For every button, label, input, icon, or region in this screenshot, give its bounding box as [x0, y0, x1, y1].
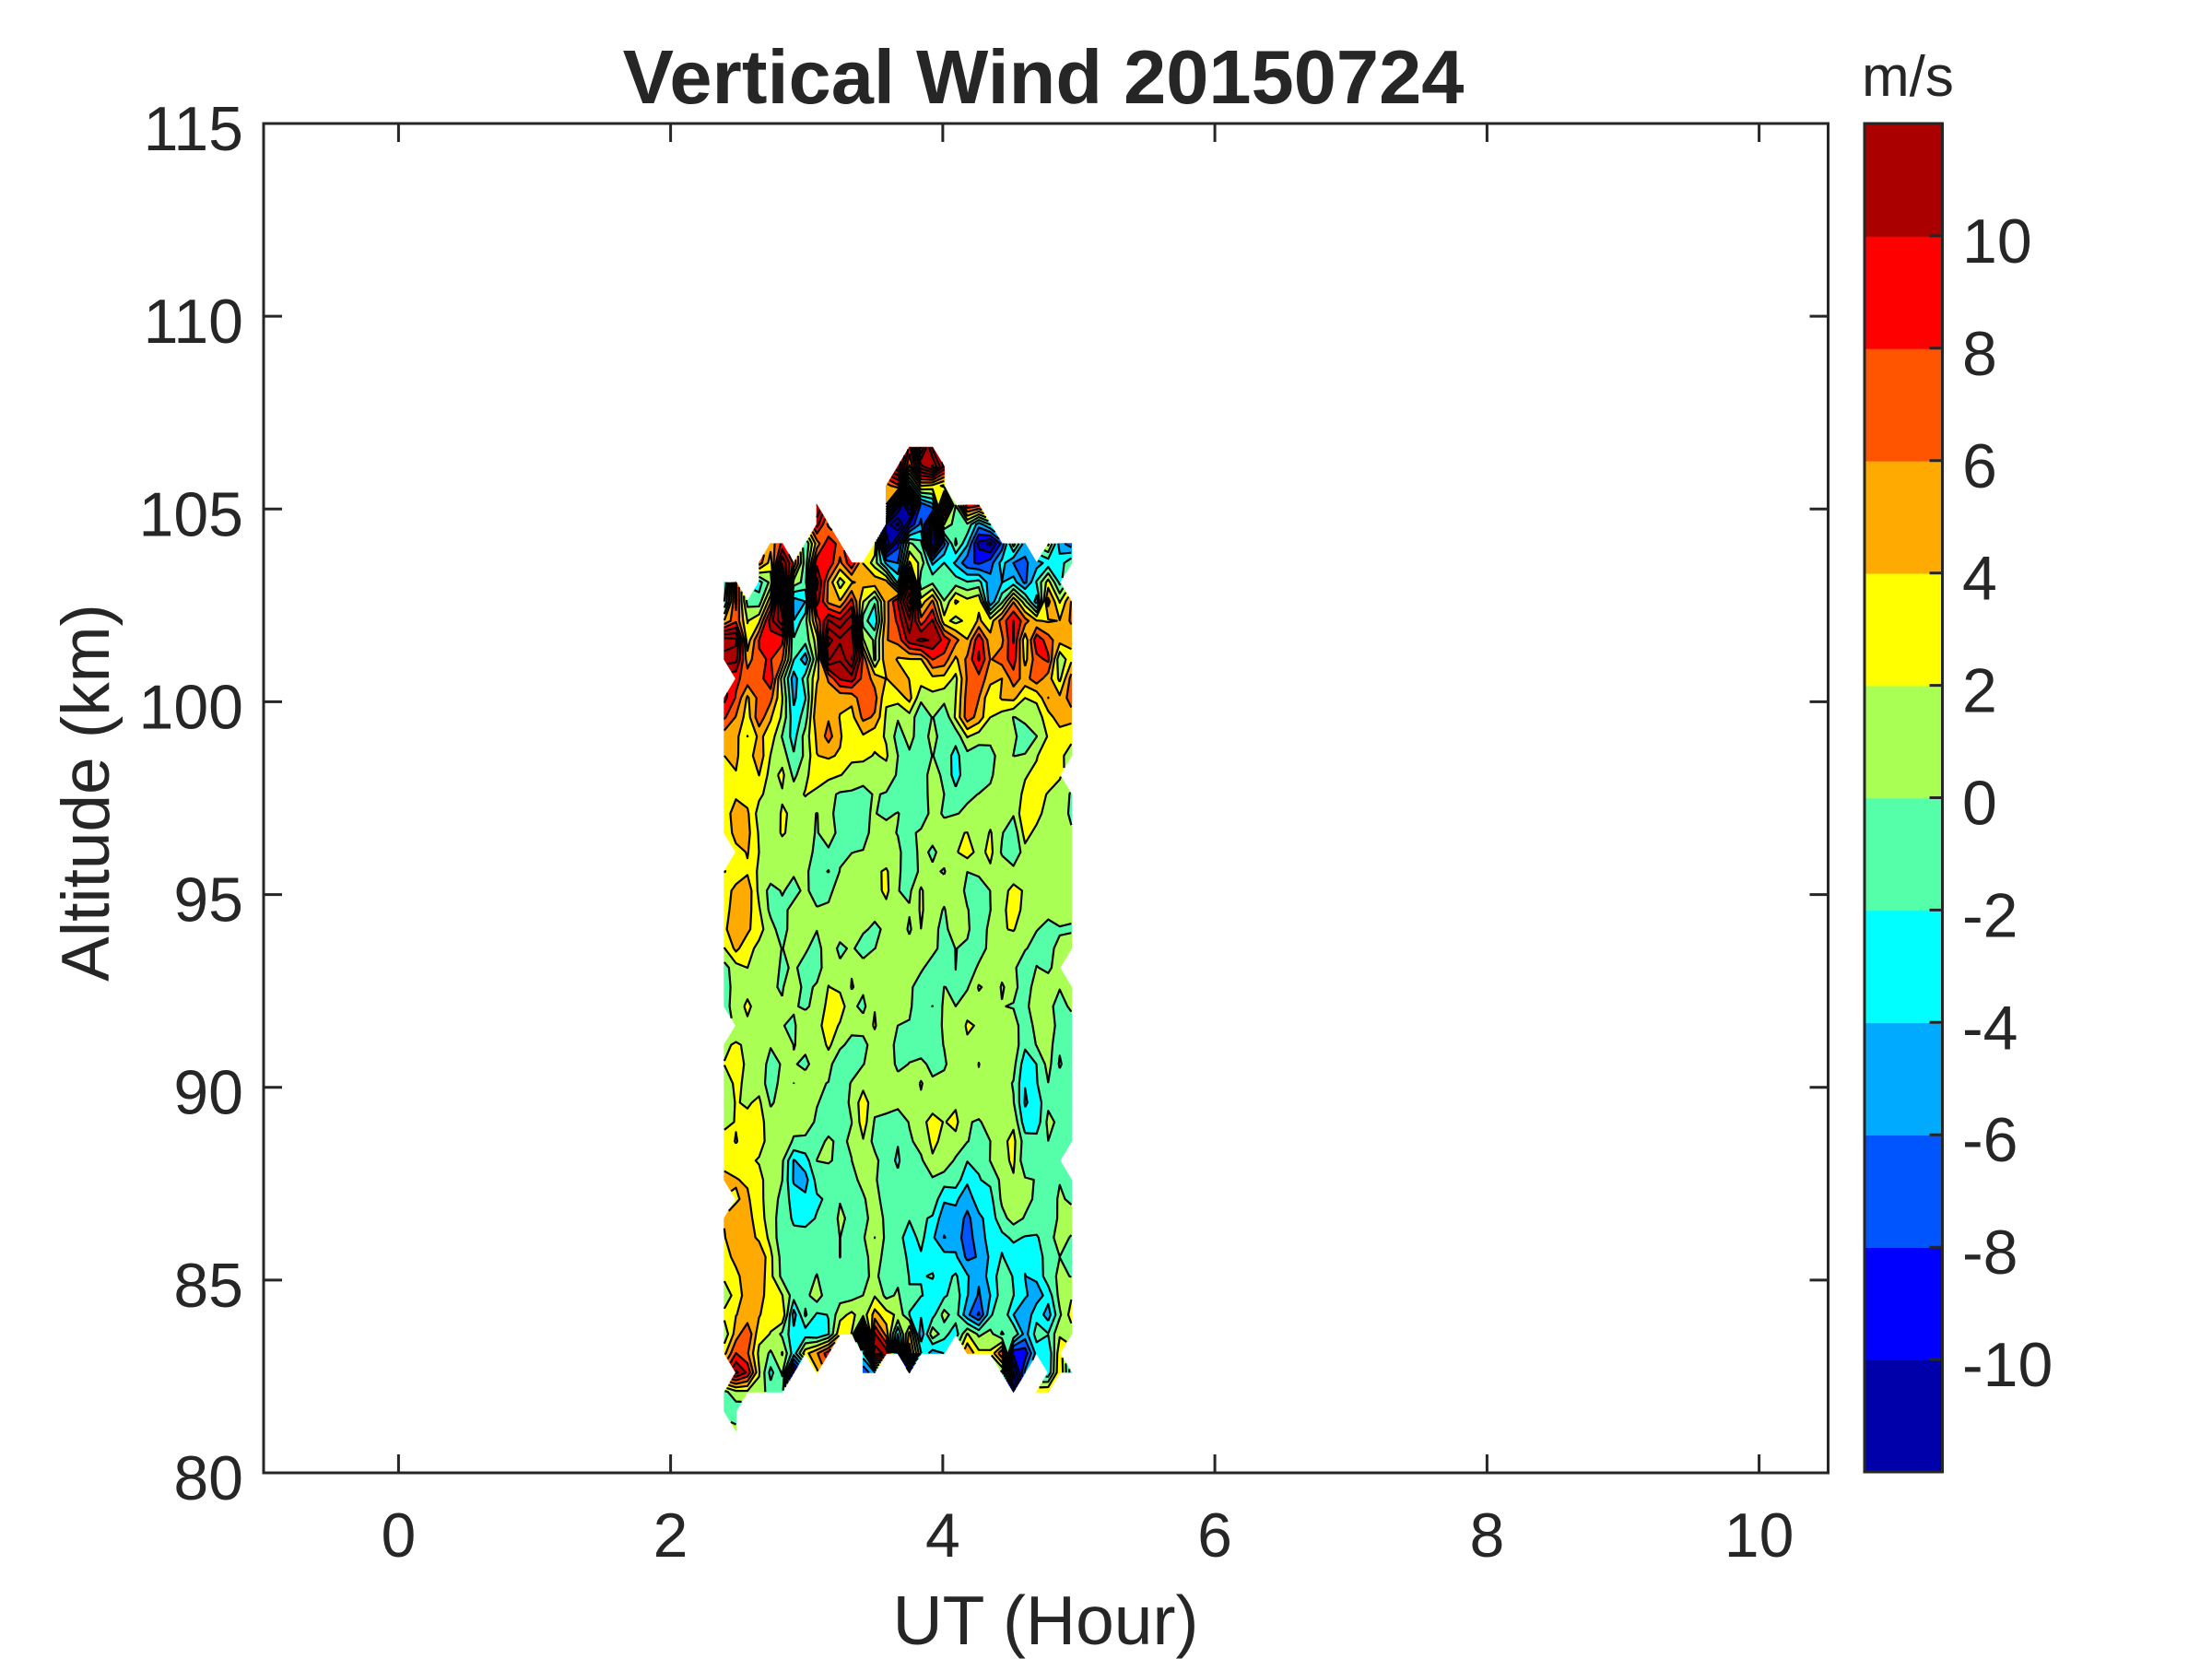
svg-text:100: 100: [139, 672, 243, 742]
svg-text:2: 2: [1962, 656, 1997, 726]
svg-text:85: 85: [173, 1251, 243, 1321]
svg-text:10: 10: [1724, 1500, 1794, 1571]
svg-text:2: 2: [653, 1500, 688, 1571]
svg-text:80: 80: [173, 1443, 243, 1513]
svg-text:8: 8: [1469, 1500, 1504, 1571]
svg-text:4: 4: [1962, 544, 1997, 614]
svg-text:-8: -8: [1962, 1218, 2018, 1288]
svg-text:90: 90: [173, 1058, 243, 1128]
svg-text:115: 115: [144, 94, 243, 164]
svg-text:10: 10: [1962, 206, 2032, 276]
svg-text:Vertical Wind 20150724: Vertical Wind 20150724: [623, 34, 1465, 120]
svg-text:-6: -6: [1962, 1105, 2018, 1175]
svg-text:Altitude (km): Altitude (km): [49, 604, 124, 982]
svg-text:105: 105: [139, 479, 243, 549]
svg-text:-4: -4: [1962, 993, 2018, 1063]
svg-text:6: 6: [1962, 431, 1997, 501]
svg-text:m/s: m/s: [1862, 45, 1954, 109]
svg-text:8: 8: [1962, 319, 1997, 389]
svg-text:-2: -2: [1962, 880, 2018, 950]
svg-text:0: 0: [381, 1500, 416, 1571]
svg-text:4: 4: [925, 1500, 960, 1571]
svg-text:-10: -10: [1962, 1330, 2053, 1400]
svg-text:95: 95: [173, 865, 243, 935]
svg-text:6: 6: [1197, 1500, 1232, 1571]
svg-text:110: 110: [144, 287, 243, 357]
svg-text:0: 0: [1962, 769, 1997, 839]
svg-text:UT (Hour): UT (Hour): [893, 1582, 1199, 1659]
